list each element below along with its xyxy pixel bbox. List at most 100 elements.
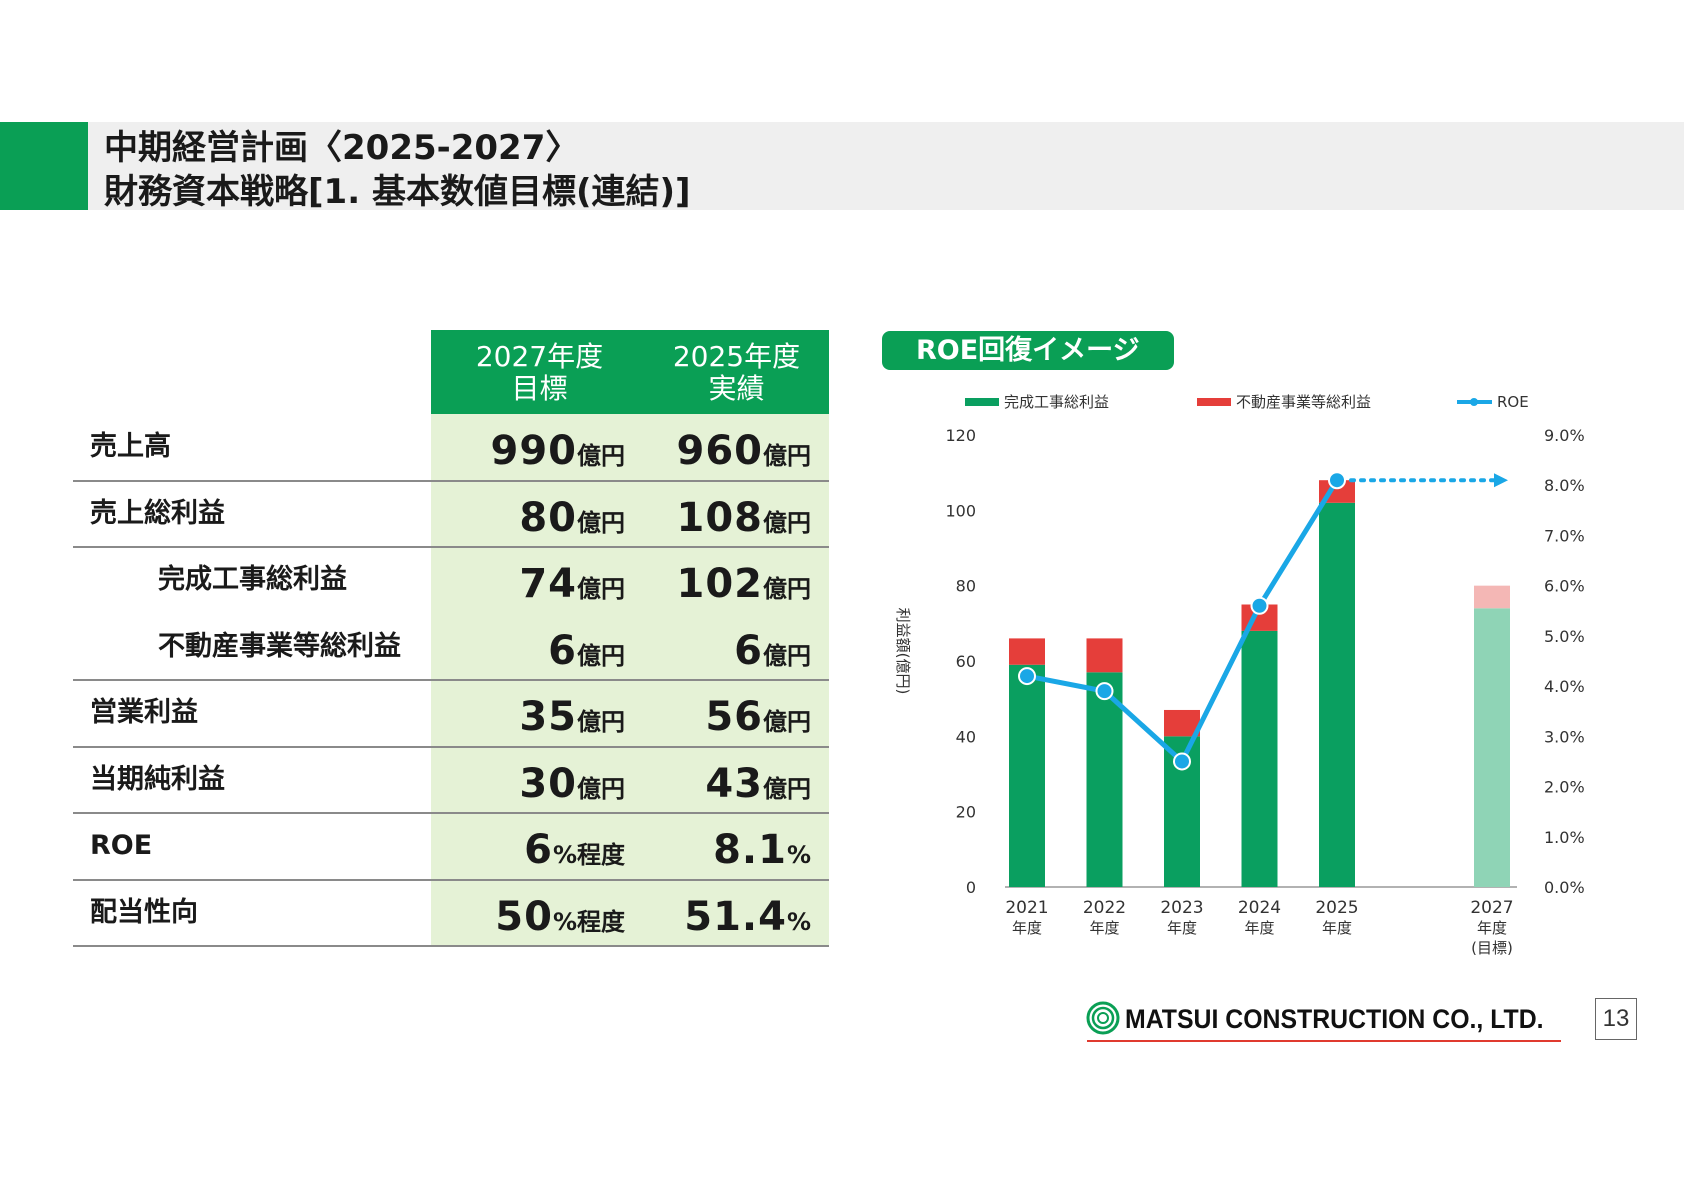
cell-value: 6 [548, 627, 577, 674]
legend-label-realestate: 不動産事業等総利益 [1236, 393, 1371, 411]
cell-value: 43 [705, 760, 763, 807]
table-cell-col2: 51.4% [631, 884, 811, 950]
table-cell-col2: 102億円 [631, 551, 812, 617]
cell-unit: 億円 [763, 508, 811, 537]
table-cell-col1: 74億円 [445, 551, 625, 617]
cell-value: 56 [705, 694, 763, 740]
chart-badge: ROE回復イメージ [882, 331, 1174, 370]
y-tick-label: 40 [956, 727, 976, 746]
column-header-2027-target: 2027年度 目標 [440, 341, 639, 405]
cell-value: 51.4 [684, 893, 787, 940]
bar-construction-profit [1009, 664, 1045, 887]
y-tick-label: 80 [956, 577, 976, 596]
y2-tick-label: 8.0% [1544, 476, 1585, 495]
y2-tick-label: 6.0% [1544, 577, 1585, 596]
cell-value: 108 [676, 494, 763, 541]
table-cell-col2: 56億円 [631, 684, 811, 750]
y2-tick-label: 5.0% [1544, 627, 1585, 646]
cell-value: 6 [524, 827, 553, 873]
x-tick-label: 2023 [1160, 898, 1203, 918]
x-tick-label: 年度 [1477, 919, 1507, 937]
bar-construction-profit [1474, 608, 1510, 887]
column-header-2025-label: 実績 [708, 372, 765, 405]
cell-value: 35 [519, 694, 577, 740]
cell-unit: 億円 [577, 575, 625, 603]
cell-value: 102 [676, 561, 763, 607]
title-band [0, 122, 1684, 210]
row-label: 完成工事総利益 [158, 564, 347, 595]
cell-value: 50 [495, 893, 553, 940]
bar-realestate-profit [1086, 638, 1123, 673]
roe-point [1095, 682, 1114, 701]
y-tick-label: 100 [945, 501, 976, 520]
cell-unit: 億円 [763, 708, 811, 736]
table-header-background [431, 330, 829, 414]
roe-point [1250, 596, 1269, 615]
roe-chart: 完成工事総利益 不動産事業等総利益 ROE 0 20 40 60 80 100 120 0.0% 1.… [894, 393, 1585, 957]
table-cell-col2: 6億円 [631, 618, 811, 684]
row-label: 配当性向 [90, 896, 198, 928]
row-label: 売上総利益 [90, 497, 225, 529]
x-tick-label: 2022 [1083, 898, 1126, 918]
legend-label-construction: 完成工事総利益 [1004, 393, 1109, 411]
roe-point [1328, 471, 1346, 490]
legend-label-roe: ROE [1497, 393, 1529, 411]
x-tick-label: 2024 [1238, 898, 1281, 918]
title-accent-bar [0, 122, 88, 210]
cell-unit: % [786, 907, 811, 936]
roe-point [1173, 752, 1191, 771]
row-label: 当期純利益 [90, 763, 225, 795]
cell-unit: 億円 [577, 708, 625, 736]
table-cell-col1: 80億円 [445, 485, 625, 551]
row-divider [73, 878, 829, 881]
cell-unit: 億円 [763, 575, 811, 603]
bar-construction-profit [1086, 672, 1123, 887]
x-tick-label: 2021 [1005, 898, 1048, 918]
y-tick-label: 20 [956, 803, 976, 822]
cell-unit: 億円 [763, 442, 811, 470]
y2-tick-label: 1.0% [1544, 828, 1585, 847]
table-cell-col2: 108億円 [631, 485, 812, 551]
table-cell-col2: 8.1% [631, 817, 811, 883]
x-tick-label: 年度 [1089, 919, 1119, 937]
y2-tick-label: 4.0% [1544, 677, 1585, 696]
row-divider [73, 745, 829, 748]
cell-value: 960 [676, 428, 763, 474]
page-number: 13 [1595, 998, 1637, 1040]
column-header-2025-year: 2025年度 [672, 340, 801, 373]
x-tick-label: 年度 [1244, 919, 1274, 937]
company-name: MATSUI CONSTRUCTION CO., LTD. [1125, 1004, 1544, 1034]
cell-unit: 億円 [577, 442, 625, 470]
table-cell-col1: 30億円 [445, 751, 625, 817]
x-tick-label: (目標) [1471, 939, 1513, 957]
bar-construction-profit [1319, 502, 1355, 887]
table-cell-col1: 6%程度 [445, 817, 625, 883]
column-header-2027-label: 目標 [511, 372, 568, 405]
company-logo-icon [1086, 1001, 1120, 1035]
y2-tick-label: 0.0% [1544, 878, 1585, 897]
cell-unit: %程度 [552, 907, 625, 936]
cell-value: 990 [490, 428, 577, 474]
y2-tick-label: 3.0% [1544, 727, 1585, 746]
cell-value: 74 [519, 561, 577, 607]
cell-unit: 億円 [763, 641, 811, 670]
cell-unit: %程度 [552, 841, 625, 869]
table-cell-col2: 960億円 [631, 418, 812, 484]
row-divider [73, 479, 829, 482]
x-tick-label: 年度 [1322, 919, 1352, 937]
table-cell-col1: 990億円 [445, 418, 626, 484]
y2-tick-label: 7.0% [1544, 526, 1585, 545]
roe-target-arrow-icon [1494, 473, 1508, 488]
bar-construction-profit [1241, 630, 1278, 887]
company-name-underline [1087, 1040, 1561, 1042]
row-label: ROE [90, 830, 153, 861]
cell-unit: 億円 [577, 774, 625, 803]
cell-value: 8.1 [713, 827, 787, 873]
row-label: 売上高 [90, 431, 171, 462]
column-header-2027-year: 2027年度 [475, 340, 604, 373]
column-header-2025-actual: 2025年度 実績 [637, 341, 836, 405]
cell-unit: 億円 [577, 508, 625, 537]
roe-point [1018, 667, 1036, 686]
table-cell-col1: 6億円 [445, 618, 625, 684]
legend-swatch-realestate [1197, 398, 1231, 406]
